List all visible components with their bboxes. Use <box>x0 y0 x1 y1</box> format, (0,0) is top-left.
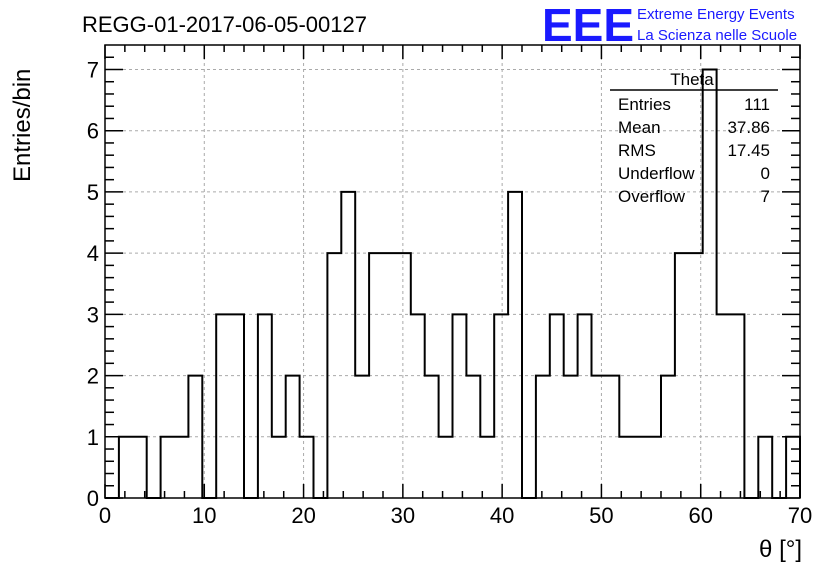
x-tick-label: 30 <box>391 503 415 528</box>
logo-line1: Extreme Energy Events <box>637 6 795 23</box>
stats-label: RMS <box>618 141 656 160</box>
eee-logo: EEE Extreme Energy Events La Scienza nel… <box>542 0 797 51</box>
y-tick-label: 4 <box>87 241 99 266</box>
axis-ticks <box>104 45 801 499</box>
stats-title: Theta <box>670 70 714 89</box>
x-tick-labels: 0 10 20 30 40 50 60 70 <box>99 503 812 528</box>
y-tick-label: 2 <box>87 364 99 389</box>
y-tick-label: 5 <box>87 180 99 205</box>
stats-label: Overflow <box>618 187 686 206</box>
logo-line2: La Scienza nelle Scuole <box>637 27 797 44</box>
y-tick-label: 6 <box>87 119 99 144</box>
y-tick-label: 0 <box>87 486 99 511</box>
stats-value: 17.45 <box>727 141 770 160</box>
stats-label: Entries <box>618 95 671 114</box>
x-tick-label: 60 <box>688 503 712 528</box>
stats-box: Theta Entries 111 Mean 37.86 RMS 17.45 Underfl… <box>610 70 778 206</box>
x-tick-label: 50 <box>589 503 613 528</box>
x-tick-label: 40 <box>490 503 514 528</box>
stats-value: 111 <box>744 95 770 114</box>
stats-value: 37.86 <box>727 118 770 137</box>
stats-label: Underflow <box>618 164 695 183</box>
histogram-line <box>105 68 801 499</box>
x-tick-label: 20 <box>291 503 315 528</box>
plot-frame <box>104 44 801 499</box>
y-tick-label: 3 <box>87 302 99 327</box>
y-tick-labels: 0 1 2 3 4 5 6 7 <box>87 57 99 511</box>
y-tick-label: 1 <box>87 425 99 450</box>
y-tick-label: 7 <box>87 57 99 82</box>
stats-label: Mean <box>618 118 661 137</box>
x-axis-label: θ [°] <box>759 536 802 563</box>
x-tick-label: 10 <box>192 503 216 528</box>
x-tick-label: 0 <box>99 503 111 528</box>
logo-text: EEE <box>542 0 634 51</box>
chart-title: REGG-01-2017-06-05-00127 <box>82 12 367 37</box>
stats-value: 0 <box>761 164 770 183</box>
y-axis-label: Entries/bin <box>9 69 36 182</box>
stats-value: 7 <box>761 187 770 206</box>
x-tick-label: 70 <box>788 503 812 528</box>
